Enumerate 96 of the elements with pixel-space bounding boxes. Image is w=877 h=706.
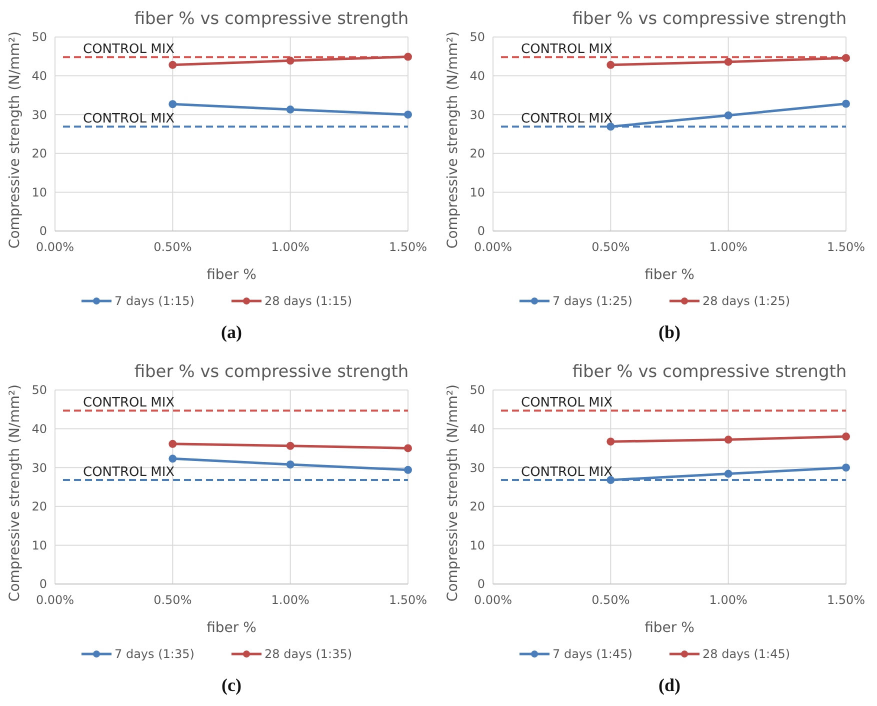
x-tick-label: 0.00% (474, 240, 512, 254)
legend-label: 7 days (1:45) (552, 647, 632, 662)
y-tick-label: 10 (32, 538, 47, 552)
point (842, 54, 850, 62)
x-tick-label: 0.50% (154, 593, 192, 607)
y-tick-label: 20 (32, 500, 47, 514)
y-tick-label: 30 (470, 108, 485, 122)
x-tick-label: 1.00% (709, 593, 748, 607)
point (404, 110, 412, 119)
point (606, 60, 615, 69)
x-tick-label: 1.50% (826, 240, 866, 254)
chart-title: fiber % vs compressive strength (572, 9, 847, 29)
ref-line-label: CONTROL MIX (521, 396, 613, 411)
legend-label: 28 days (1:15) (264, 294, 352, 308)
x-axis-title: fiber % (206, 267, 256, 283)
point (168, 100, 177, 108)
point (404, 444, 412, 452)
x-tick-label: 1.50% (388, 593, 428, 607)
y-tick-label: 10 (470, 185, 485, 200)
ref-line-label: CONTROL MIX (521, 465, 613, 480)
y-axis-title: Compressive strength (N/mm²) (7, 384, 23, 602)
x-tick-label: 1.50% (388, 240, 428, 254)
y-tick-label: 0 (39, 577, 47, 592)
legend-label: 28 days (1:25) (702, 294, 790, 308)
chart-title: fiber % vs compressive strength (134, 362, 409, 382)
chart-title: fiber % vs compressive strength (134, 9, 409, 29)
ref-line-label: CONTROL MIX (521, 112, 613, 127)
ref-line-label: CONTROL MIX (521, 42, 613, 58)
point (286, 460, 294, 468)
text: (d) (658, 675, 681, 695)
point (606, 438, 615, 446)
x-axis-title: fiber % (644, 620, 694, 636)
y-tick-label: 30 (32, 460, 47, 475)
y-tick-label: 10 (470, 538, 485, 552)
point (606, 476, 615, 484)
y-axis-title: Compressive strength (N/mm²) (445, 384, 461, 602)
point (404, 466, 412, 474)
y-tick-label: 20 (470, 500, 485, 514)
y-tick-label: 50 (470, 30, 485, 44)
y-tick-label: 0 (39, 224, 47, 238)
x-tick-label: 0.50% (592, 240, 630, 254)
legend-label: 7 days (1:35) (114, 647, 194, 662)
y-tick-label: 0 (477, 224, 485, 238)
point (286, 56, 294, 65)
point (724, 436, 732, 444)
point (842, 100, 850, 108)
x-axis-title: fiber % (644, 267, 694, 283)
point (724, 470, 732, 478)
ref-line-label: CONTROL MIX (83, 465, 175, 480)
point (286, 106, 294, 114)
y-tick-label: 0 (477, 577, 485, 592)
point (724, 111, 732, 120)
legend-label: 7 days (1:15) (114, 294, 194, 308)
chart-title: fiber % vs compressive strength (572, 362, 847, 382)
y-tick-label: 40 (32, 422, 47, 436)
x-tick-label: 0.50% (592, 593, 630, 607)
y-tick-label: 50 (32, 30, 47, 44)
y-tick-label: 50 (32, 383, 47, 398)
point (842, 432, 850, 441)
x-tick-label: 0.00% (474, 593, 512, 607)
point (606, 122, 615, 131)
y-tick-label: 10 (32, 185, 47, 200)
y-tick-label: 20 (470, 146, 485, 161)
y-axis-title: Compressive strength (N/mm²) (7, 31, 23, 249)
point (842, 464, 850, 472)
ref-line-label: CONTROL MIX (83, 112, 175, 127)
y-tick-label: 40 (470, 69, 485, 83)
x-tick-label: 1.50% (826, 593, 866, 607)
y-tick-label: 20 (32, 146, 47, 161)
point (404, 52, 412, 61)
legend-label: 7 days (1:25) (552, 294, 632, 308)
y-axis-title: Compressive strength (N/mm²) (445, 31, 461, 249)
legend-label: 28 days (1:35) (264, 647, 352, 662)
x-tick-label: 0.00% (36, 240, 74, 254)
point (724, 58, 732, 66)
text: (b) (658, 322, 681, 342)
point (286, 442, 294, 450)
x-tick-label: 0.00% (36, 593, 74, 607)
x-tick-label: 1.00% (271, 593, 310, 607)
point (168, 454, 177, 463)
ref-line-label: CONTROL MIX (83, 396, 175, 411)
point (168, 60, 177, 69)
y-tick-label: 40 (32, 69, 47, 83)
y-tick-label: 30 (32, 108, 47, 122)
legend-label: 28 days (1:45) (702, 647, 790, 662)
x-tick-label: 0.50% (154, 240, 192, 254)
x-axis-title: fiber % (206, 620, 256, 636)
y-tick-label: 50 (470, 383, 485, 398)
text: (c) (222, 675, 242, 695)
x-tick-label: 1.00% (709, 240, 748, 254)
x-tick-label: 1.00% (271, 240, 310, 254)
ref-line-label: CONTROL MIX (83, 42, 175, 58)
y-tick-label: 40 (470, 422, 485, 436)
y-tick-label: 30 (470, 460, 485, 475)
point (168, 440, 177, 448)
text: (a) (221, 322, 242, 342)
